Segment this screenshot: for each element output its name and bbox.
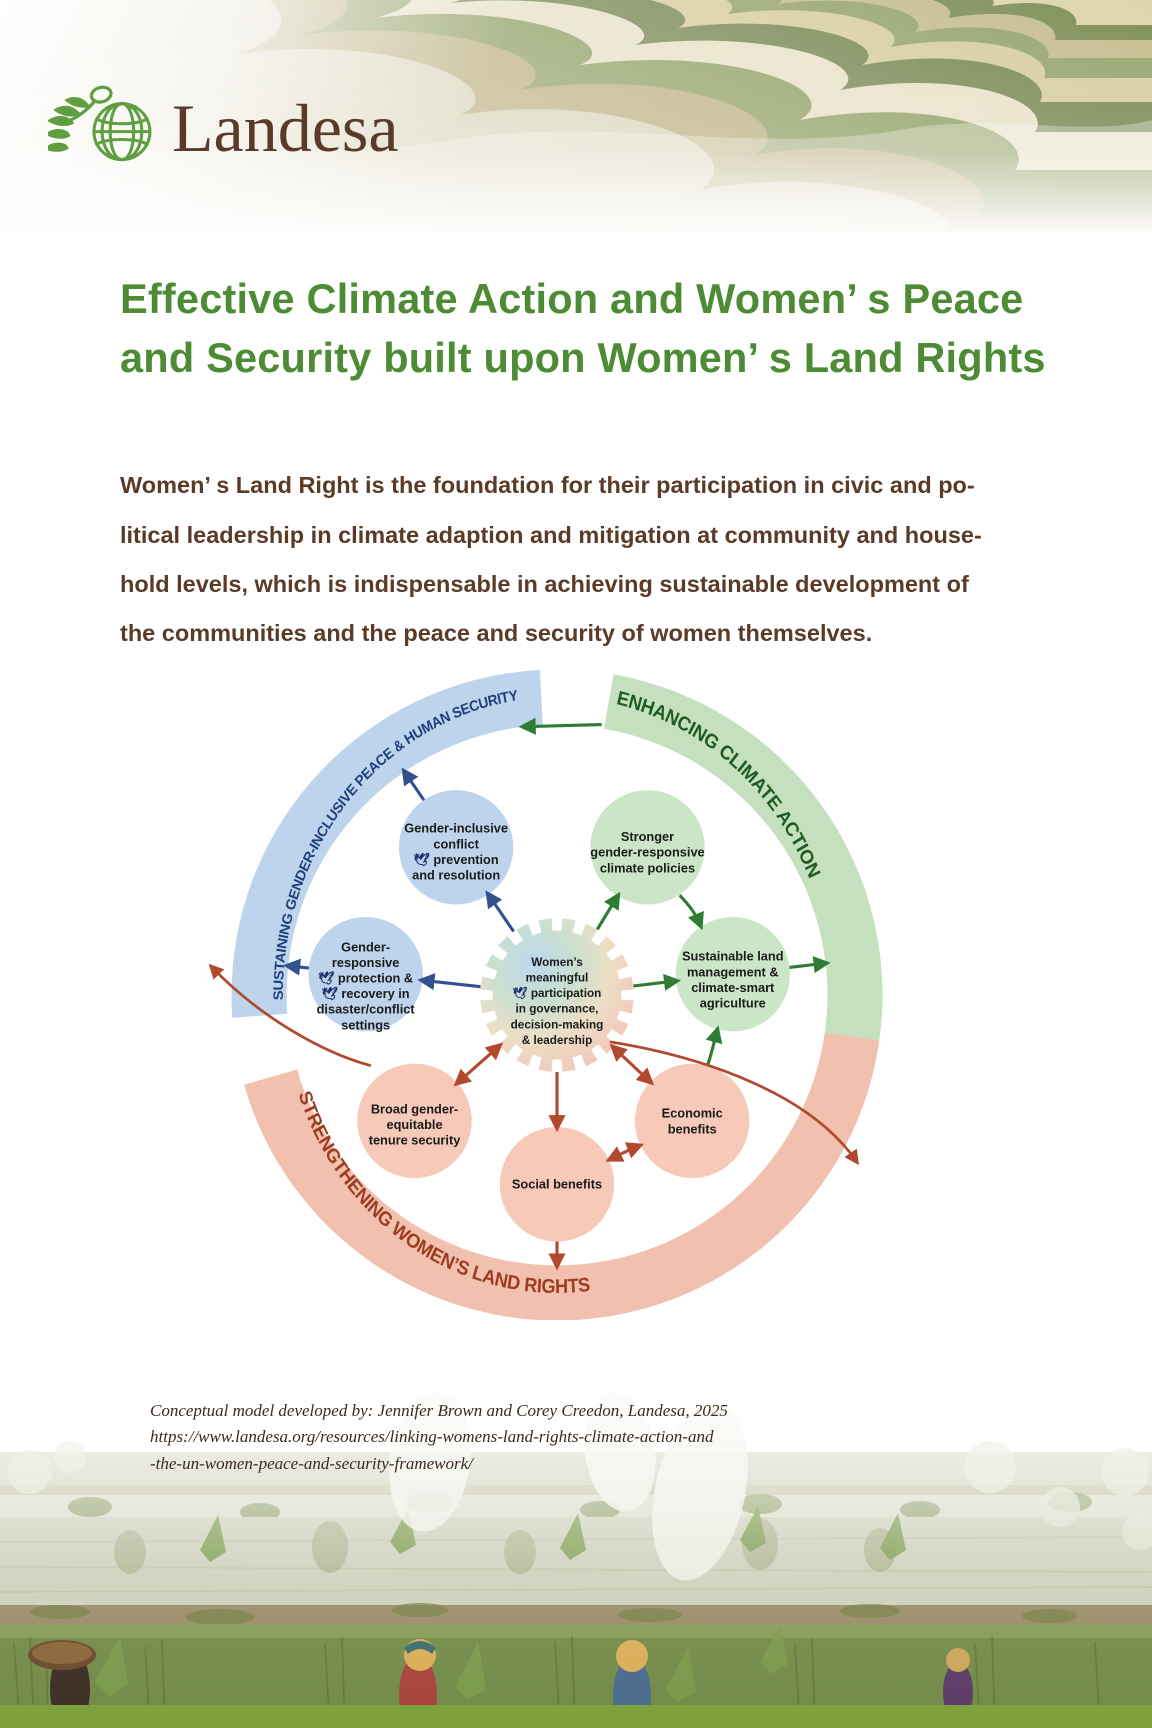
svg-text:disaster/conflict: disaster/conflict	[317, 1002, 416, 1017]
svg-text:climate-smart: climate-smart	[691, 980, 775, 995]
svg-text:meaningful: meaningful	[526, 971, 589, 984]
svg-text:🕊 recovery in: 🕊 recovery in	[321, 986, 410, 1001]
svg-text:climate policies: climate policies	[600, 860, 695, 875]
svg-text:settings: settings	[341, 1017, 390, 1032]
svg-text:responsive: responsive	[332, 955, 399, 970]
svg-text:Stronger: Stronger	[621, 829, 674, 844]
svg-text:decision-making: decision-making	[511, 1018, 604, 1031]
svg-text:Social benefits: Social benefits	[512, 1176, 602, 1191]
svg-text:& leadership: & leadership	[522, 1034, 593, 1047]
svg-text:Gender-inclusive: Gender-inclusive	[404, 821, 508, 836]
svg-text:management &: management &	[687, 964, 779, 979]
svg-text:Sustainable land: Sustainable land	[682, 949, 784, 964]
svg-text:conflict: conflict	[433, 836, 479, 851]
svg-text:🕊 protection &: 🕊 protection &	[317, 971, 413, 986]
svg-text:benefits: benefits	[668, 1121, 717, 1136]
svg-text:and resolution: and resolution	[412, 868, 500, 883]
svg-text:tenure security: tenure security	[369, 1133, 462, 1148]
svg-text:gender-responsive: gender-responsive	[590, 845, 704, 860]
svg-text:🕊 prevention: 🕊 prevention	[413, 852, 499, 867]
svg-text:equitable: equitable	[386, 1117, 442, 1132]
svg-text:agriculture: agriculture	[700, 995, 766, 1010]
svg-text:Women’s: Women’s	[531, 956, 583, 969]
svg-text:🕊 participation: 🕊 participation	[513, 986, 602, 1000]
svg-text:Broad gender-: Broad gender-	[371, 1102, 458, 1117]
svg-text:Gender-: Gender-	[341, 939, 390, 954]
svg-text:Economic: Economic	[662, 1106, 723, 1121]
svg-text:in governance,: in governance,	[516, 1003, 599, 1016]
